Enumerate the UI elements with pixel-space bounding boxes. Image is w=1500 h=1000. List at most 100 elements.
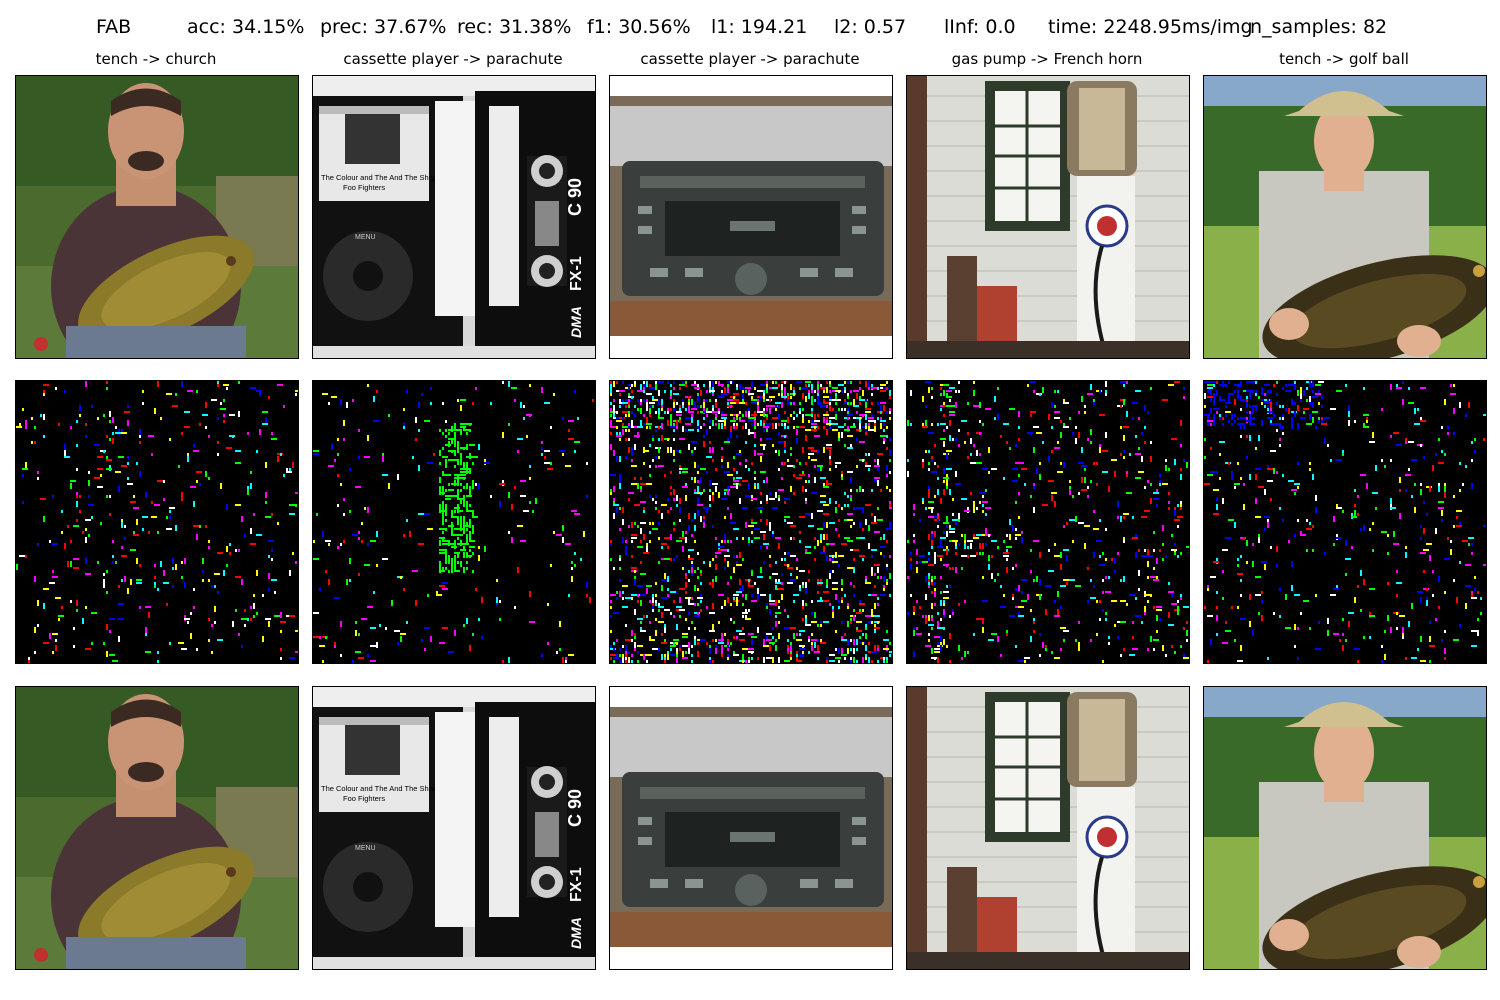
noise-pixel (835, 648, 837, 651)
noise-pixel (670, 393, 672, 396)
noise-pixel (1216, 471, 1218, 474)
noise-pixel (1453, 579, 1455, 582)
noise-pixel (253, 603, 255, 609)
noise-pixel (751, 636, 757, 638)
noise-pixel (25, 555, 27, 558)
noise-pixel (328, 579, 330, 585)
noise-pixel (787, 396, 789, 399)
noise-pixel (1276, 381, 1278, 384)
noise-pixel (1291, 402, 1293, 405)
noise-pixel (1414, 483, 1416, 486)
noise-pixel (865, 576, 867, 579)
noise-pixel (748, 585, 754, 587)
noise-pixel (613, 612, 619, 614)
noise-pixel (403, 408, 405, 411)
noise-pixel (1339, 639, 1341, 642)
noise-pixel (139, 564, 141, 567)
noise-pixel (1369, 636, 1371, 639)
noise-pixel (634, 570, 636, 573)
noise-pixel (1003, 552, 1009, 554)
noise-pixel (724, 492, 726, 495)
noise-pixel (667, 420, 669, 426)
noise-pixel (745, 660, 747, 663)
noise-pixel (922, 615, 924, 618)
noise-pixel (676, 555, 678, 558)
noise-pixel (454, 570, 460, 572)
noise-pixel (748, 609, 750, 612)
noise-pixel (1351, 516, 1357, 518)
noise-pixel (1255, 594, 1261, 596)
noise-pixel (106, 624, 108, 630)
noise-pixel (610, 645, 612, 648)
noise-pixel (361, 618, 367, 620)
noise-pixel (793, 411, 795, 414)
noise-pixel (739, 552, 741, 558)
noise-pixel (871, 402, 873, 405)
noise-pixel (973, 534, 975, 537)
noise-pixel (1126, 471, 1128, 474)
noise-pixel (742, 537, 744, 540)
noise-pixel (625, 549, 627, 555)
noise-pixel (418, 543, 424, 545)
noise-pixel (958, 444, 960, 447)
noise-pixel (472, 531, 474, 534)
noise-pixel (1171, 594, 1173, 597)
noise-pixel (451, 522, 453, 525)
noise-pixel (943, 480, 945, 483)
noise-pixel (766, 381, 768, 384)
noise-pixel (766, 546, 768, 549)
noise-pixel (1252, 417, 1254, 420)
noise-pixel (484, 462, 490, 464)
noise-pixel (925, 381, 931, 383)
noise-pixel (1471, 591, 1473, 594)
noise-pixel (421, 639, 423, 642)
noise-pixel (946, 453, 948, 456)
noise-pixel (1315, 510, 1317, 513)
noise-pixel (106, 468, 112, 470)
noise-pixel (406, 519, 408, 522)
noise-pixel (1120, 426, 1122, 429)
noise-pixel (781, 420, 787, 422)
noise-pixel (253, 615, 255, 618)
noise-pixel (700, 609, 702, 612)
noise-pixel (694, 462, 696, 468)
noise-pixel (874, 465, 880, 467)
noise-pixel (799, 648, 805, 650)
noise-pixel (865, 645, 867, 651)
noise-pixel (757, 453, 763, 455)
noise-pixel (628, 402, 630, 405)
noise-pixel (664, 411, 666, 414)
noise-pixel (1282, 426, 1284, 429)
noise-pixel (700, 468, 706, 470)
noise-pixel (1207, 660, 1209, 663)
noise-pixel (499, 600, 501, 603)
noise-pixel (838, 660, 840, 663)
noise-pixel (1216, 411, 1218, 414)
f1-metric: f1: 30.56% (587, 16, 691, 38)
noise-pixel (1381, 531, 1387, 533)
noise-pixel (838, 432, 840, 438)
noise-pixel (472, 552, 474, 555)
noise-pixel (760, 531, 766, 533)
noise-pixel (103, 642, 105, 645)
noise-pixel (166, 603, 168, 606)
noise-pixel (742, 654, 744, 660)
noise-pixel (727, 507, 729, 510)
adversarial-image-tench-church (15, 686, 299, 970)
noise-pixel (637, 618, 643, 620)
noise-pixel (631, 384, 633, 387)
noise-pixel (334, 459, 336, 462)
noise-pixel (934, 582, 936, 585)
noise-pixel (1357, 585, 1359, 588)
noise-pixel (541, 441, 543, 444)
noise-pixel (985, 513, 987, 516)
noise-pixel (331, 444, 333, 450)
noise-pixel (1081, 477, 1083, 483)
noise-pixel (133, 534, 139, 536)
noise-pixel (1429, 645, 1435, 647)
noise-pixel (1270, 402, 1272, 408)
noise-pixel (658, 561, 660, 564)
noise-pixel (844, 492, 846, 495)
noise-pixel (1072, 495, 1074, 498)
noise-pixel (118, 486, 120, 492)
